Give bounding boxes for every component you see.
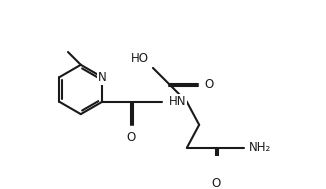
Text: O: O [204, 78, 213, 91]
Text: N: N [98, 71, 107, 84]
Text: HN: HN [169, 95, 186, 108]
Text: NH₂: NH₂ [249, 141, 272, 154]
Text: O: O [126, 131, 136, 144]
Text: HO: HO [131, 52, 149, 65]
Text: O: O [211, 177, 220, 189]
